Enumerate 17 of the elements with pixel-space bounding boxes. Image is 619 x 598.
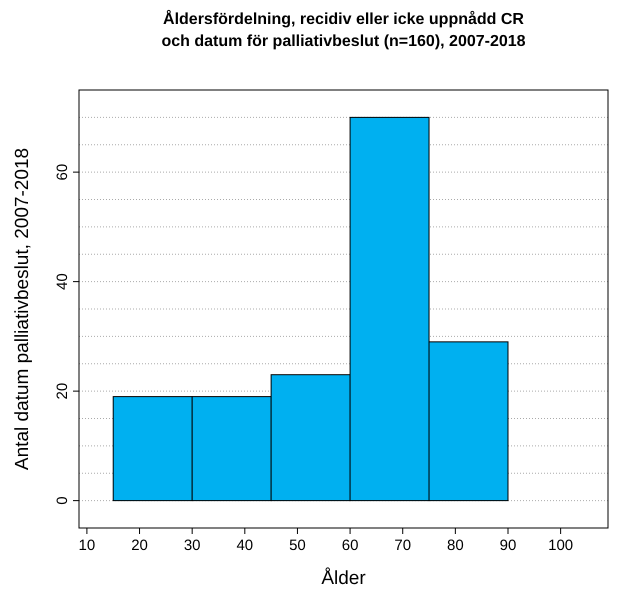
x-tick-label: 70 bbox=[394, 537, 412, 554]
x-tick-label: 10 bbox=[78, 537, 96, 554]
x-tick-label: 20 bbox=[131, 537, 148, 554]
x-tick-label: 100 bbox=[548, 537, 574, 554]
x-tick-label: 40 bbox=[236, 537, 254, 554]
y-tick-label: 40 bbox=[54, 273, 71, 290]
y-tick-label: 0 bbox=[54, 496, 71, 505]
chart-title: Åldersfördelning, recidiv eller icke uppnådd CR och datum för palliativbeslut (n=160), 2007-2018 bbox=[161, 9, 526, 50]
x-tick-label: 80 bbox=[447, 537, 464, 554]
y-axis-title: Antal datum palliativbeslut, 2007-2018 bbox=[12, 148, 33, 470]
x-axis-title: Ålder bbox=[321, 567, 366, 589]
y-tick-label: 60 bbox=[54, 164, 71, 180]
x-tick-label: 90 bbox=[500, 537, 516, 554]
x-tick-label: 30 bbox=[184, 537, 201, 554]
y-tick-label: 20 bbox=[54, 382, 71, 400]
x-tick-label: 60 bbox=[342, 537, 358, 554]
x-tick-label: 50 bbox=[289, 537, 306, 554]
